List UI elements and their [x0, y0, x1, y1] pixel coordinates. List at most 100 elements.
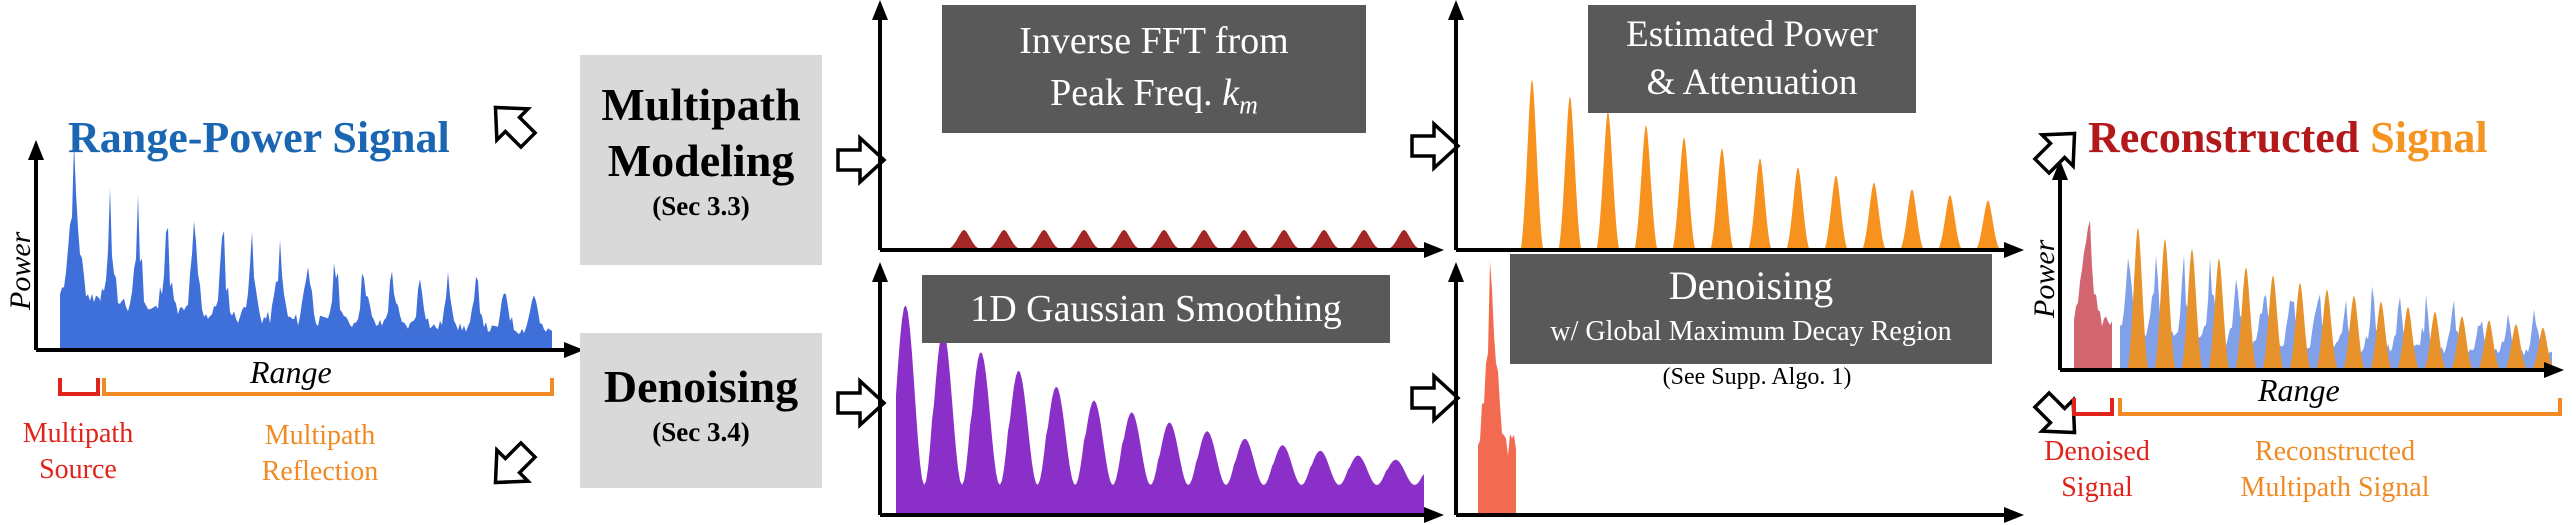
reconstructed-title-word2: Signal: [2370, 113, 2488, 162]
ifft-peak: [1150, 230, 1178, 248]
denoising-box: Denoising (Sec 3.4): [580, 333, 822, 488]
right-y-axis-label: Power: [2028, 239, 2061, 318]
reconstructed-peak: [2317, 289, 2337, 368]
power-peak: [1521, 80, 1543, 248]
ifft-label-line2: Peak Freq. km: [942, 67, 1366, 132]
reconstructed-axes: [2058, 170, 2552, 372]
power-peak: [1787, 167, 1809, 248]
right-x-axis-label: Range: [2258, 372, 2340, 408]
ifft-peak: [950, 230, 978, 248]
ifft-label-line2-text: Peak Freq.: [1050, 72, 1223, 114]
reconstructed-multipath-label-line1: Reconstructed: [2254, 436, 2416, 467]
power-peak: [1977, 200, 1999, 248]
reconstructed-peak: [2371, 301, 2391, 368]
y-arrowhead-icon: [2052, 160, 2068, 180]
power-peak: [1901, 189, 1923, 248]
multipath-reflection-label-line2: Reflection: [261, 456, 379, 487]
arrowhead-icon: [1424, 242, 1444, 258]
multipath-source-label-line2: Source: [39, 454, 117, 485]
supp-algo-note: (See Supp. Algo. 1): [1662, 364, 1852, 390]
power-peak: [1749, 158, 1771, 248]
x-arrowhead-icon: [2544, 362, 2564, 378]
reconstructed-peak: [2290, 283, 2310, 368]
ifft-peak: [1310, 230, 1338, 248]
reconstructed-peak: [2479, 320, 2499, 368]
arrowhead-icon: [872, 262, 888, 282]
arrowhead-icon: [1448, 262, 1464, 282]
ifft-symbol: k: [1222, 72, 1240, 114]
middle-arrowheads: [872, 0, 2024, 523]
gaussian-curve: [896, 305, 1424, 513]
multipath-source-label-line1: Multipath: [22, 418, 134, 449]
denoised-signal-label: Denoised Signal: [2022, 434, 2172, 506]
left-x-axis-label: Range: [250, 354, 332, 390]
reconstructed-peak: [2263, 275, 2283, 368]
power-label-line1: Estimated Power: [1626, 14, 1878, 55]
reconstructed-multipath-bracket: [2118, 398, 2562, 416]
range-power-waveform: [60, 142, 552, 348]
range-power-axes: [34, 150, 572, 352]
ifft-peaks: [950, 230, 1418, 248]
ifft-subscript: m: [1239, 90, 1258, 120]
multipath-reflection-label: Multipath Reflection: [240, 418, 400, 490]
ifft-peak: [1030, 230, 1058, 248]
ifft-peak: [990, 230, 1018, 248]
denoised-signal: [1478, 261, 1516, 513]
reconstructed-raw-overlay: [2120, 254, 2552, 368]
ifft-peak: [1350, 230, 1378, 248]
reconstructed-peak: [2425, 312, 2445, 368]
x-arrowhead-icon: [564, 342, 584, 358]
multipath-source-peak: [60, 142, 100, 348]
multipath-modeling-box: Multipath Modeling (Sec 3.3): [580, 55, 822, 265]
ifft-peak: [1390, 230, 1418, 248]
estimated-power-peaks: [1521, 80, 1999, 248]
reconstructed-title-word1: Reconstructed: [2088, 113, 2360, 162]
multipath-source-label: Multipath Source: [8, 416, 148, 488]
multipath-modeling-line2: Modeling: [607, 135, 795, 186]
multipath-reflection-signal: [100, 187, 552, 348]
power-peak: [1635, 125, 1657, 248]
power-peak: [1597, 111, 1619, 248]
reconstructed-peak: [2128, 228, 2148, 368]
range-power-title: Range-Power Signal: [68, 113, 450, 162]
reconstructed-multipath-label: Reconstructed Multipath Signal: [2210, 434, 2460, 506]
denoised-signal-label-line1: Denoised: [2044, 436, 2150, 467]
ifft-label-box: Inverse FFT from Peak Freq. km: [942, 5, 1366, 133]
y-arrowhead-icon: [28, 140, 44, 160]
ifft-peak: [1110, 230, 1138, 248]
multipath-reflection-label-line1: Multipath: [264, 420, 376, 451]
denoised-signal-label-line2: Signal: [2061, 472, 2133, 503]
denoising-box-ref: (Sec 3.4): [652, 417, 750, 447]
reconstructed-peak: [2209, 258, 2229, 368]
arrowhead-icon: [2004, 507, 2024, 523]
arrowhead-icon: [2004, 242, 2024, 258]
ifft-peak: [1270, 230, 1298, 248]
power-peak: [1711, 148, 1733, 248]
power-peak: [1939, 195, 1961, 248]
denoise-label-line1: Denoising: [1668, 263, 1834, 308]
reconstructed-peak: [2398, 307, 2418, 368]
ifft-peak: [1070, 230, 1098, 248]
reconstructed-title: Reconstructed Signal: [2088, 112, 2488, 163]
reconstructed-multipath-label-line2: Multipath Signal: [2240, 472, 2430, 503]
arrowhead-icon: [1424, 507, 1444, 523]
middle-axes: [878, 10, 2012, 517]
power-label-line2: & Attenuation: [1646, 62, 1858, 103]
denoised-signal-bracket: [2072, 398, 2114, 416]
denoising-box-line1: Denoising: [603, 361, 799, 412]
reconstructed-peak: [2155, 239, 2175, 368]
power-peak: [1559, 96, 1581, 248]
multipath-source-bracket: [58, 378, 100, 396]
power-peak: [1673, 137, 1695, 248]
denoise-label-line2: w/ Global Maximum Decay Region: [1550, 316, 1952, 347]
reconstructed-waveform: [2074, 220, 2553, 368]
reconstructed-peak: [2236, 267, 2256, 368]
power-peak: [1863, 182, 1885, 248]
ifft-label-line1: Inverse FFT from: [1019, 20, 1289, 62]
multipath-modeling-ref: (Sec 3.3): [652, 191, 750, 221]
arrowhead-icon: [1448, 0, 1464, 20]
reconstructed-peak: [2452, 316, 2472, 368]
